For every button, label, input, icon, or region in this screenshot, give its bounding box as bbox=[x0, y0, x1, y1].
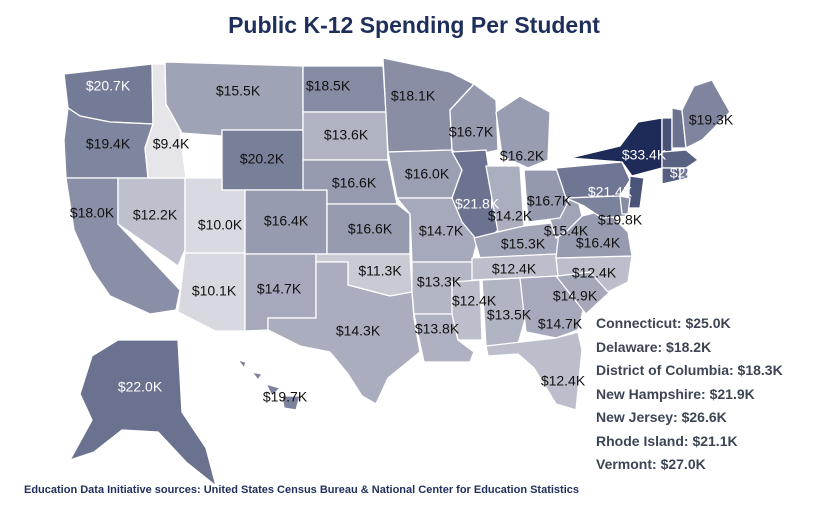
state-me bbox=[681, 79, 731, 149]
value-label-in: $14.2K bbox=[488, 208, 533, 224]
state-ak bbox=[69, 339, 217, 487]
value-label-tx: $14.3K bbox=[336, 323, 381, 339]
callout-delaware: Delaware: $18.2K bbox=[596, 338, 712, 355]
value-label-nc: $12.4K bbox=[572, 265, 617, 281]
value-label-md: $19.8K bbox=[598, 212, 643, 228]
value-label-az: $10.1K bbox=[192, 283, 237, 299]
value-label-tn: $12.4K bbox=[492, 261, 537, 277]
value-label-va: $16.4K bbox=[576, 235, 621, 251]
value-label-mn: $18.1K bbox=[391, 88, 436, 104]
value-label-or: $19.4K bbox=[86, 136, 131, 152]
value-label-nv: $12.2K bbox=[133, 207, 178, 223]
callout-new-jersey: New Jersey: $26.6K bbox=[596, 409, 727, 425]
callout-rhode-island: Rhode Island: $21.1K bbox=[596, 432, 738, 449]
value-label-me: $19.3K bbox=[689, 112, 734, 128]
value-label-ak: $22.0K bbox=[118, 379, 163, 395]
state-al bbox=[481, 277, 527, 347]
state-ks bbox=[326, 203, 411, 255]
value-label-wi: $16.7K bbox=[449, 124, 494, 140]
value-label-ms: $12.4K bbox=[452, 293, 497, 309]
value-label-ia: $16.0K bbox=[405, 166, 450, 182]
value-label-al: $13.5K bbox=[487, 307, 532, 323]
value-label-ny: $33.4K bbox=[622, 147, 667, 163]
callout-vermont: Vermont: $27.0K bbox=[596, 456, 706, 472]
callout-district-of-columbia: District of Columbia: $18.3K bbox=[596, 362, 783, 378]
value-label-ne: $16.6K bbox=[332, 175, 377, 191]
value-label-pa: $21.4K bbox=[588, 184, 633, 200]
value-label-co: $16.4K bbox=[264, 213, 309, 229]
callout-new-hampshire: New Hampshire: $21.9K bbox=[596, 385, 755, 402]
state-ri bbox=[679, 167, 689, 181]
state-hi bbox=[237, 359, 301, 411]
callout-connecticut: Connecticut: $25.0K bbox=[596, 315, 731, 331]
value-label-ca: $18.0K bbox=[70, 205, 115, 221]
small-state-callouts: Connecticut: $25.0K Delaware: $18.2K Dis… bbox=[596, 314, 783, 479]
value-label-nd: $18.5K bbox=[306, 78, 351, 94]
value-label-nm: $14.7K bbox=[257, 281, 302, 297]
value-label-il: $21.8K bbox=[455, 196, 500, 212]
value-label-ga: $14.7K bbox=[538, 316, 583, 332]
value-label-fl: $12.4K bbox=[541, 373, 586, 389]
value-label-oh: $16.7K bbox=[527, 193, 572, 209]
source-note: Education Data Initiative sources: Unite… bbox=[24, 484, 580, 496]
state-ma bbox=[661, 149, 699, 169]
value-label-ks: $16.6K bbox=[348, 221, 393, 237]
value-label-ok: $11.3K bbox=[358, 263, 402, 279]
state-tx bbox=[267, 261, 421, 405]
value-label-wy: $20.2K bbox=[240, 151, 285, 167]
state-mt bbox=[164, 61, 304, 137]
value-label-mt: $15.5K bbox=[216, 83, 261, 99]
value-label-hi: $19.7K bbox=[263, 389, 308, 405]
state-wi bbox=[449, 83, 499, 159]
map-title: Public K-12 Spending Per Student bbox=[228, 12, 600, 38]
value-label-mo: $14.7K bbox=[419, 223, 464, 239]
state-ms bbox=[451, 279, 483, 341]
value-label-sc: $14.9K bbox=[553, 288, 598, 304]
value-label-mi: $16.2K bbox=[500, 148, 545, 164]
state-fl bbox=[485, 331, 583, 411]
state-il bbox=[451, 149, 499, 247]
state-md bbox=[565, 195, 627, 219]
value-label-ma: $24.4K bbox=[670, 165, 715, 181]
value-label-ky: $15.3K bbox=[501, 236, 546, 252]
value-label-wa: $20.7K bbox=[86, 78, 131, 94]
value-label-ut: $10.0K bbox=[198, 217, 243, 233]
state-pa bbox=[555, 161, 631, 199]
value-label-ar: $13.3K bbox=[417, 274, 462, 290]
value-label-id: $9.4K bbox=[153, 136, 190, 152]
value-label-la: $13.8K bbox=[415, 321, 460, 337]
value-label-wv: $15.4K bbox=[544, 223, 589, 239]
value-label-sd: $13.6K bbox=[324, 127, 369, 143]
state-de bbox=[619, 195, 631, 215]
state-mi bbox=[495, 95, 551, 169]
